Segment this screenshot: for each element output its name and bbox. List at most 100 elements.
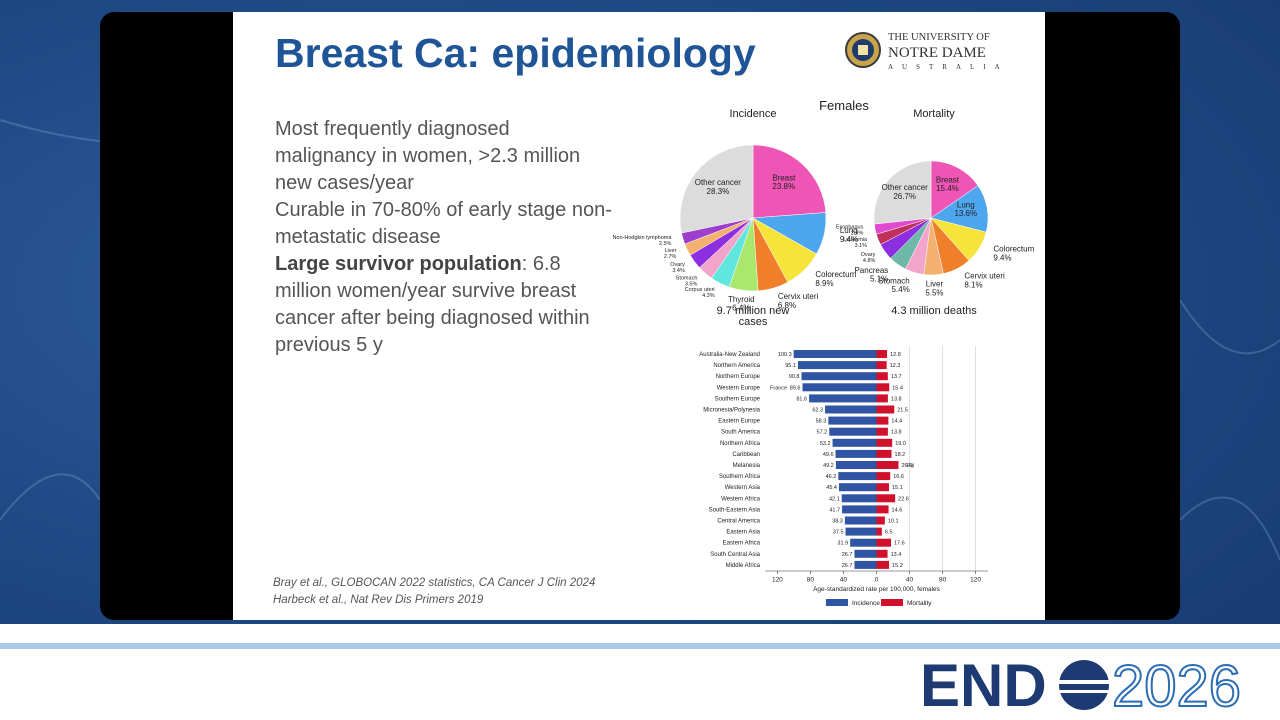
slice-value-label: 8.1% — [964, 280, 982, 289]
bar — [876, 372, 888, 381]
value-label: 15.2 — [892, 563, 903, 569]
logo-text: THE UNIVERSITY OF — [888, 32, 990, 43]
value-label: 90.8 — [789, 374, 800, 380]
value-label: 16.6 — [893, 474, 904, 480]
bar — [832, 438, 877, 447]
slice-label: Liver — [926, 280, 944, 289]
category-label: Northern Africa — [720, 441, 761, 447]
bar — [876, 538, 892, 547]
bar — [876, 438, 893, 447]
slice-label: Cervix uteri — [778, 292, 819, 301]
slice-value-label: 3.4% — [672, 268, 685, 274]
slice-label: Stomach — [878, 276, 910, 285]
legend-label: Mortality — [907, 600, 932, 607]
bar — [876, 449, 892, 458]
slice-label: Lung — [957, 200, 975, 209]
category-label: Australia-New Zealand — [699, 352, 760, 358]
bar — [850, 538, 877, 547]
value-label: 13.8 — [891, 396, 902, 402]
category-label: South America — [721, 430, 761, 436]
category-label: Northern America — [713, 363, 760, 369]
bar — [876, 560, 890, 569]
value-label: 81.6 — [796, 396, 807, 402]
bar — [876, 483, 889, 492]
value-label: 13.8 — [891, 430, 902, 436]
value-label: 89.6 — [790, 385, 801, 391]
slice-label: Ovary — [670, 262, 685, 268]
value-label: 12.3 — [890, 363, 901, 369]
slice-value-label: 9.4% — [840, 235, 858, 244]
pie-caption: 4.3 million deaths — [891, 305, 977, 317]
category-label: Central America — [717, 519, 760, 525]
bar — [844, 516, 877, 525]
bar — [841, 494, 877, 503]
category-label: Micronesia/Polynesia — [703, 408, 760, 414]
bar — [854, 560, 877, 569]
reference: Harbeck et al., Nat Rev Dis Primers 2019 — [273, 594, 484, 606]
pie-slice — [679, 144, 754, 234]
value-label: 26.7 — [842, 563, 853, 569]
category-label: Northern Europe — [716, 374, 761, 380]
slice-label: Esophagus — [836, 225, 864, 231]
value-label: 15.1 — [892, 485, 903, 491]
bar — [835, 461, 877, 469]
pie-title: Mortality — [913, 108, 955, 120]
logo-text: AUSTRALIA — [888, 63, 1009, 71]
value-label: 45.4 — [826, 485, 837, 491]
value-label: 14.6 — [892, 507, 903, 513]
category-label: South-Eastern Asia — [709, 507, 761, 513]
bar — [876, 549, 888, 558]
event-logo: END 2026 — [920, 652, 1242, 720]
value-label: 22.6 — [898, 496, 909, 502]
bar — [797, 361, 877, 370]
value-label: 26.6 — [901, 463, 912, 469]
legend-swatch — [826, 599, 848, 606]
bullet: Most frequently diagnosed malignancy in … — [275, 116, 615, 197]
slice-value-label: 3.5% — [685, 281, 698, 287]
bullet: Large survivor population: 6.8 million w… — [275, 251, 615, 359]
bullet-text: : 6.8 million women/year survive breast … — [275, 253, 590, 356]
slice-value-label: 23.8% — [772, 182, 795, 191]
bar — [876, 383, 890, 392]
value-label: 53.2 — [820, 441, 831, 447]
legend-swatch — [881, 599, 903, 606]
value-label: 31.9 — [837, 541, 848, 547]
value-label: 38.3 — [832, 519, 843, 525]
bullet-list: Most frequently diagnosed malignancy in … — [275, 116, 615, 359]
value-label: 15.4 — [892, 385, 903, 391]
value-label: 19.0 — [895, 441, 906, 447]
annotation: Fiji — [907, 463, 914, 469]
bar — [838, 472, 877, 481]
slice-label: Leukemia — [843, 237, 868, 243]
slice-value-label: 13.6% — [954, 209, 977, 218]
slice-value-label: 28.3% — [707, 187, 730, 196]
slice-value-label: 2.9% — [851, 231, 864, 237]
bar — [828, 416, 877, 425]
bar — [809, 394, 877, 403]
category-label: Western Asia — [725, 485, 761, 491]
slice-value-label: 6.8% — [778, 301, 796, 310]
category-label: Melanesia — [733, 463, 761, 469]
bar — [876, 394, 888, 403]
value-label: 26.7 — [842, 552, 853, 558]
slide-title: Breast Ca: epidemiology — [275, 30, 756, 76]
slice-value-label: 4.8% — [863, 258, 876, 264]
x-tick-label: 120 — [772, 577, 783, 584]
slice-label: Cervix uteri — [964, 272, 1005, 281]
slice-value-label: 4.3% — [702, 293, 715, 299]
value-label: 21.5 — [897, 408, 908, 414]
legend-label: Incidence — [852, 600, 880, 607]
category-label: Caribbean — [732, 452, 760, 458]
slice-label: Pancreas — [854, 266, 888, 275]
slice-value-label: 8.9% — [815, 279, 833, 288]
value-label: 41.7 — [829, 507, 840, 513]
event-logo-right: 2026 — [1112, 654, 1241, 719]
value-label: 10.1 — [888, 519, 899, 525]
footer-stripe — [0, 643, 1280, 649]
bar — [876, 472, 891, 481]
value-label: 42.1 — [829, 496, 840, 502]
bar — [854, 549, 877, 558]
bar — [802, 383, 877, 392]
category-label: Southern Africa — [719, 474, 761, 480]
